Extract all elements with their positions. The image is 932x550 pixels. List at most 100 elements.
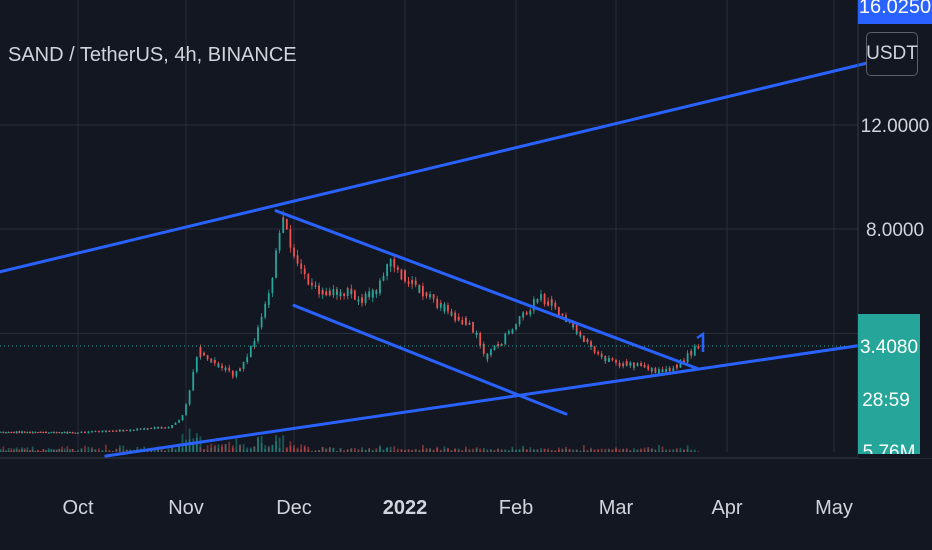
volume-bar [368, 447, 371, 452]
volume-bar [640, 449, 642, 452]
volume-bar [91, 448, 93, 452]
time-axis-label: Apr [711, 497, 742, 519]
volume-bar [239, 444, 241, 452]
volume-badge-clip [858, 454, 932, 458]
candle [683, 360, 685, 363]
candle [50, 432, 53, 433]
descending-line-upper[interactable] [274, 209, 700, 371]
volume-bar [264, 445, 267, 452]
candle [461, 322, 464, 325]
candle [432, 297, 435, 299]
volume-bar [654, 450, 657, 452]
rising-support-line[interactable] [104, 342, 874, 458]
candle [607, 358, 610, 362]
candle [690, 351, 693, 356]
volume-bar [15, 447, 18, 452]
volume-bar [275, 441, 277, 452]
volume-bar [332, 448, 335, 452]
volume-bar [178, 443, 180, 452]
volume-bar [547, 448, 550, 452]
time-axis-label: Feb [499, 497, 533, 519]
candle [368, 291, 371, 298]
candle [672, 368, 675, 372]
currency-button[interactable]: USDT [866, 32, 918, 76]
volume-bar [275, 435, 277, 452]
candle [346, 288, 349, 290]
candle [382, 276, 385, 277]
volume-bar [53, 449, 55, 452]
time-axis-label: Oct [62, 497, 94, 519]
volume-bar [13, 448, 15, 452]
volume-bar [686, 449, 689, 452]
volume-bar [665, 451, 668, 452]
volume-bar [422, 445, 424, 452]
volume-bar [108, 450, 111, 452]
volume-bar [565, 448, 567, 452]
volume-bar [590, 447, 592, 452]
candle [150, 428, 153, 429]
rising-line-upper[interactable] [0, 60, 874, 274]
trendlines[interactable] [0, 60, 874, 458]
volume-bar [45, 450, 47, 452]
volume-bar [393, 450, 396, 452]
candle [181, 415, 184, 417]
candle [443, 305, 446, 312]
volume-bar [547, 450, 550, 452]
candle [622, 363, 625, 366]
volume-bar [239, 445, 241, 452]
volume-bar [361, 447, 363, 452]
candle [108, 431, 111, 432]
volume-bar [300, 449, 303, 452]
volume-bar [411, 449, 414, 452]
candle [479, 333, 482, 343]
volume-bar [339, 448, 342, 452]
volume-bar [278, 437, 281, 452]
time-axis[interactable]: Oct Nov Dec 2022 Feb Mar Apr May [62, 497, 852, 519]
candle [242, 363, 245, 369]
volume-bar [293, 445, 295, 452]
volume-bar [443, 446, 446, 452]
candles [0, 210, 700, 435]
candle [643, 365, 646, 368]
candle [590, 341, 592, 347]
volume-bar [101, 451, 104, 452]
candle [129, 430, 132, 432]
volume-bar [400, 448, 403, 452]
volume-bar [493, 451, 496, 452]
volume-bar [525, 449, 528, 452]
volume-bar [364, 449, 367, 452]
volume-bar [210, 447, 213, 452]
candle [625, 361, 628, 365]
candle [346, 288, 349, 297]
candle [18, 431, 21, 433]
volume-bar [34, 450, 37, 452]
volume-bar [647, 448, 650, 452]
volume-bar [622, 449, 625, 452]
candle [425, 292, 428, 295]
volume-bar [604, 450, 607, 452]
volume-bar [622, 448, 625, 452]
price-axis[interactable]: 12.0000 8.0000 3.4080 28:59 5.76M [857, 0, 932, 463]
volume-bar [675, 448, 678, 452]
volume-bar [343, 451, 346, 452]
volume-bar [267, 446, 270, 452]
volume-bar [314, 450, 317, 452]
candle [650, 368, 653, 372]
volume-bar [532, 449, 535, 452]
volume-bar [536, 449, 539, 452]
volume-bar [679, 450, 682, 452]
candle [296, 255, 299, 264]
candle [482, 344, 485, 354]
volume-bar [464, 446, 467, 452]
candle [393, 266, 396, 268]
descending-line-lower[interactable] [292, 303, 568, 416]
candle [493, 346, 496, 350]
volume-bar [213, 444, 216, 452]
candle [31, 432, 34, 434]
volume-bar [464, 449, 467, 452]
volume-bar [171, 447, 173, 452]
volume-bar [264, 449, 267, 452]
volume-bar [607, 448, 610, 452]
candle [178, 420, 180, 422]
